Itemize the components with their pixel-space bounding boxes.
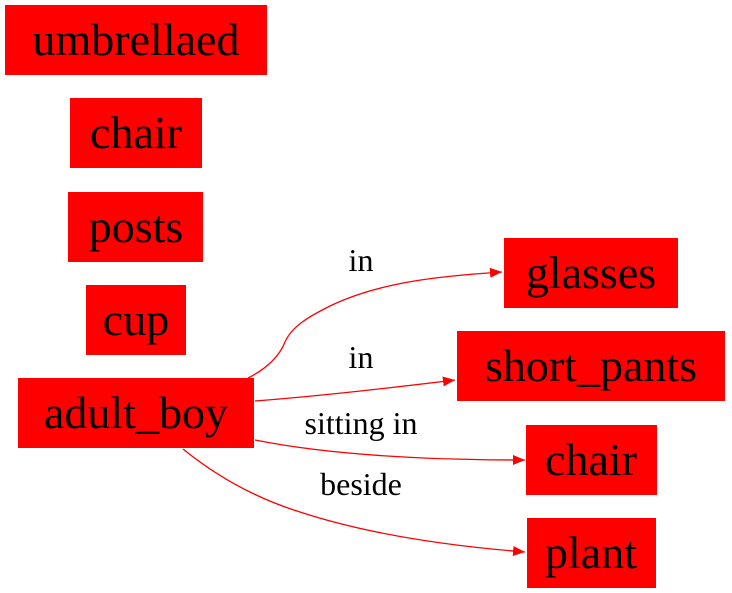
node-box	[527, 518, 656, 588]
node-box	[18, 378, 254, 448]
edge-adult_boy-plant: beside	[182, 448, 526, 557]
node-posts: posts	[68, 192, 203, 262]
edge-label: sitting in	[305, 405, 418, 441]
node-label: chair	[90, 107, 182, 158]
edge-adult_boy-chair: sitting in	[254, 405, 526, 465]
node-label: adult_boy	[44, 387, 228, 438]
node-cup: cup	[86, 285, 186, 355]
node-chair-left: chair	[70, 98, 202, 168]
node-box	[70, 98, 202, 168]
node-glasses: glasses	[504, 238, 678, 308]
node-short_pants: short_pants	[457, 331, 725, 401]
node-box	[86, 285, 186, 355]
node-umbrellaed: umbrellaed	[5, 5, 267, 75]
node-box	[5, 5, 267, 75]
edge-adult_boy-glasses: in	[247, 242, 503, 379]
node-box	[504, 238, 678, 308]
node-label: chair	[545, 434, 637, 485]
edge-label: in	[349, 242, 374, 278]
edge-line	[182, 448, 526, 557]
node-label: cup	[103, 294, 169, 345]
node-adult_boy: adult_boy	[18, 378, 254, 448]
node-label: short_pants	[485, 340, 697, 391]
edge-label: in	[349, 339, 374, 375]
node-box	[526, 425, 657, 495]
node-label: posts	[89, 201, 184, 252]
node-label: plant	[545, 527, 637, 578]
node-box	[457, 331, 725, 401]
node-label: umbrellaed	[33, 14, 240, 65]
edge-line	[247, 267, 503, 379]
edge-line	[254, 376, 456, 402]
node-label: glasses	[526, 247, 656, 298]
edge-line	[254, 439, 526, 465]
node-chair-right: chair	[526, 425, 657, 495]
node-plant: plant	[527, 518, 656, 588]
edge-label: beside	[320, 466, 402, 502]
edge-adult_boy-short_pants: in	[254, 339, 456, 402]
node-box	[68, 192, 203, 262]
